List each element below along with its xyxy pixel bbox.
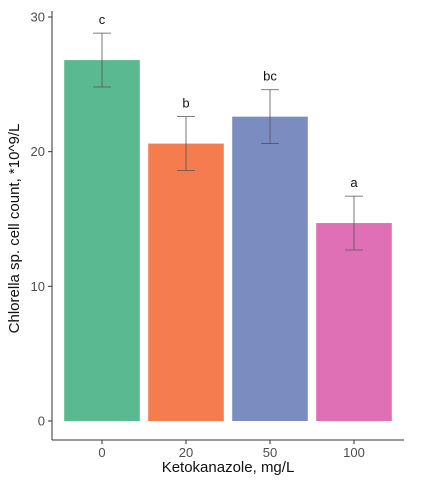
bar-20 <box>148 143 224 421</box>
x-tick-label-50: 50 <box>263 445 277 460</box>
significance-label-0: c <box>99 12 106 27</box>
bars-group <box>64 60 392 422</box>
bar-0 <box>64 60 140 422</box>
y-axis-title: Chlorella sp. cell count, *10^9/L <box>6 124 23 334</box>
x-tick-label-0: 0 <box>98 445 105 460</box>
significance-label-20: b <box>182 96 189 111</box>
y-tick-label-10: 10 <box>31 279 45 294</box>
x-axis-ticks: 0 20 50 100 <box>98 440 365 460</box>
bar-50 <box>232 116 308 422</box>
x-axis-title: Ketokanazole, mg/L <box>162 459 295 476</box>
y-tick-label-0: 0 <box>38 414 45 429</box>
significance-label-100: a <box>350 175 358 190</box>
error-bars-group <box>93 32 363 251</box>
x-tick-label-20: 20 <box>179 445 193 460</box>
y-axis-ticks: 0 10 20 30 <box>31 10 52 429</box>
x-tick-label-100: 100 <box>343 445 365 460</box>
significance-labels-group: c b bc a <box>99 12 359 190</box>
y-tick-label-30: 30 <box>31 10 45 25</box>
significance-label-50: bc <box>263 69 277 84</box>
bar-100 <box>316 223 392 421</box>
y-tick-label-20: 20 <box>31 144 45 159</box>
